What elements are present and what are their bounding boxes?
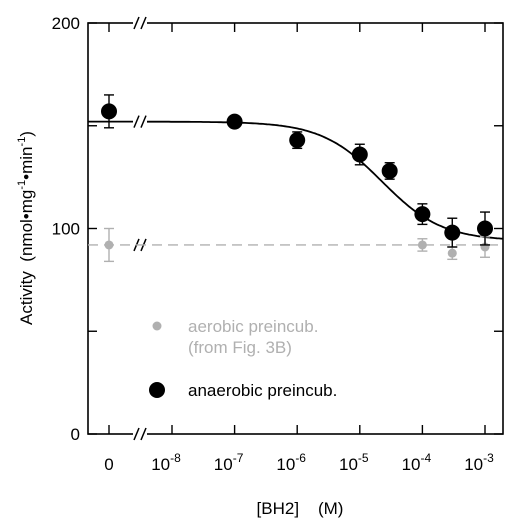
legend-marker-anaerobic: [149, 382, 165, 398]
aerobic-point: [417, 240, 427, 250]
legend-label-aerobic-source: (from Fig. 3B): [188, 338, 292, 357]
anaerobic-point: [226, 113, 243, 130]
x-axis-title: [BH2] (M): [257, 499, 344, 518]
legend-label-aerobic: aerobic preincub.: [188, 317, 318, 336]
axes-layer: 0 100 200 0 10-8 10-7 10-6 10-5 10-4 10-3: [52, 14, 503, 474]
x-tick-label: 10-5: [339, 451, 369, 474]
x-tick-label: 10-4: [402, 451, 432, 474]
anaerobic-point: [381, 162, 398, 179]
x-tick-label: 10-7: [214, 451, 244, 474]
anaerobic-point: [444, 224, 461, 241]
x-tick-label: 10-8: [151, 451, 181, 474]
y-axis-title: Activity (nmol•mg-1•min-1): [16, 131, 36, 325]
axis-break-fit-stroke-b: [140, 115, 147, 128]
fit-curve: [147, 120, 504, 240]
aerobic-point: [104, 240, 114, 250]
curves-layer: [88, 120, 504, 246]
y-tick-label: 0: [71, 425, 80, 444]
points-layer: [101, 94, 493, 263]
anaerobic-point: [414, 206, 431, 223]
y-tick-label: 200: [52, 14, 80, 33]
plot-frame: [87, 22, 504, 435]
x-tick-label: 10-6: [276, 451, 306, 474]
aerobic-point: [447, 248, 457, 258]
legend-marker-aerobic: [152, 321, 162, 331]
y-tick-label: 100: [52, 220, 80, 239]
axis-break-bottom-stroke-b: [140, 427, 147, 441]
axis-break-top-mask: [133, 16, 147, 30]
axis-labels: [BH2] (M) Activity (nmol•mg-1•min-1): [16, 131, 343, 518]
anaerobic-point: [289, 132, 306, 149]
axis-break-bottom-stroke-a: [133, 427, 140, 441]
legend: aerobic preincub. (from Fig. 3B) anaerobic…: [149, 317, 337, 400]
x-tick-label: 0: [104, 455, 113, 474]
axis-break-bottom-mask: [133, 427, 147, 441]
axis-break-fit-mask: [133, 114, 147, 129]
anaerobic-point: [101, 103, 117, 120]
axis-break-top-stroke-a: [133, 16, 140, 30]
anaerobic-point: [351, 146, 368, 163]
x-tick-label: 10-3: [464, 451, 494, 474]
axis-break-top-stroke-b: [140, 16, 147, 30]
anaerobic-point: [477, 220, 493, 237]
axis-break-fit-stroke-a: [133, 115, 140, 128]
legend-label-anaerobic: anaerobic preincub.: [188, 381, 337, 400]
